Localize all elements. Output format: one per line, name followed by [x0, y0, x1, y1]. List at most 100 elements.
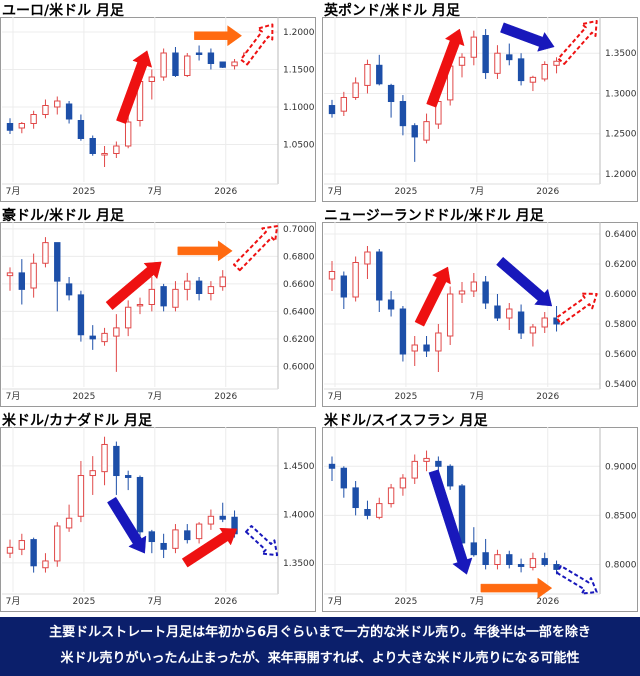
y-tick-label: 0.6600 [283, 280, 315, 290]
candle-up [30, 114, 37, 124]
candle-down [148, 531, 156, 543]
candle-up [54, 525, 61, 562]
candle-down [328, 105, 336, 115]
candle-up [446, 293, 454, 337]
candle-up [541, 317, 548, 328]
x-tick-label: 2025 [72, 187, 95, 197]
candle-up [399, 477, 407, 489]
candlestick-chart: 1.2000 1.1500 1.1000 1.0500 7月 2025 7月 2026 [0, 17, 316, 202]
chart-title-eurusd: ユーロ/米ドル 月足 [2, 3, 124, 19]
candle-down [435, 460, 442, 467]
chart-title-usdchf: 米ドル/スイスフラン 月足 [324, 413, 488, 429]
y-tick-label: 0.6400 [283, 307, 315, 317]
y-tick-label: 0.6200 [283, 335, 315, 345]
chart-frame [0, 222, 316, 407]
candle-down [506, 54, 513, 61]
x-tick-label: 2026 [214, 187, 237, 197]
candle-up [506, 308, 513, 319]
y-tick-label: 1.1000 [283, 103, 315, 113]
y-tick-label: 1.2500 [605, 130, 637, 140]
chart-panel-usdchf: 米ドル/スイスフラン 月足 0.9000 0.8500 0.8000 7月 2025 7月… [322, 410, 638, 612]
y-tick-label: 1.3000 [605, 89, 637, 99]
candle-up [376, 503, 383, 518]
chart-panel-eurusd: ユーロ/米ドル 月足 1.2000 1.1500 1.1000 1.0500 7月 202… [0, 0, 316, 202]
candle-up [113, 145, 120, 154]
chart-title-usdcad: 米ドル/カナダドル 月足 [2, 413, 152, 429]
candle-up [494, 554, 501, 566]
chart-plot-eurusd: 1.2000 1.1500 1.1000 1.0500 7月 2025 7月 2026 [0, 17, 316, 202]
chart-plot-audusd: 0.7000 0.6800 0.6600 0.6400 0.6200 0.6000 7月 20… [0, 222, 316, 407]
candle-down [89, 138, 96, 154]
candle-up [411, 344, 418, 352]
candle-down [195, 280, 203, 294]
candlestick-chart: 0.7000 0.6800 0.6600 0.6400 0.6200 0.6000 7月 20… [0, 222, 316, 407]
chart-panel-nzdusd: ニュージーランドドル/米ドル 月足 0.6400 0.6200 0.6000 0.58… [322, 205, 638, 407]
candle-down [340, 275, 348, 298]
x-tick-label: 7月 [469, 391, 484, 402]
x-tick-label: 7月 [147, 186, 162, 197]
y-tick-label: 0.6000 [605, 290, 637, 300]
candle-up [207, 286, 215, 294]
forecast-arrow-dashed [555, 292, 598, 326]
summary-line-2: 米ドル売りがいったん止まったが、来年再開すれば、より大きな米ドル売りになる可能性 [60, 651, 580, 666]
chart-panel-gbpusd: 英ポンド/米ドル 月足 1.3500 1.3000 1.2500 1.2000 7月 20… [322, 0, 638, 202]
forecast-arrow-dashed [557, 20, 598, 65]
y-tick-label: 0.9000 [605, 462, 637, 472]
y-tick-label: 1.2000 [605, 170, 637, 180]
candle-down [6, 123, 14, 131]
candle-up [364, 251, 371, 265]
chart-frame [322, 17, 638, 202]
chart-plot-gbpusd: 1.3500 1.3000 1.2500 1.2000 7月 2025 7月 2026 [322, 17, 638, 202]
candle-up [18, 123, 26, 129]
candle-down [113, 445, 120, 477]
chart-title-nzdusd: ニュージーランドドル/米ドル 月足 [324, 208, 544, 224]
candle-up [387, 487, 395, 505]
y-tick-label: 0.6400 [605, 230, 637, 240]
candle-down [328, 463, 336, 469]
candle-down [446, 465, 454, 487]
trend-arrow [177, 240, 233, 262]
candle-up [101, 153, 108, 156]
candle-up [18, 540, 26, 550]
candlestick-chart: 0.9000 0.8500 0.8000 7月 2025 7月 2026 [322, 427, 638, 612]
y-tick-label: 0.8000 [605, 561, 637, 571]
candle-up [148, 76, 156, 82]
x-tick-label: 7月 [6, 596, 21, 607]
candle-down [411, 125, 418, 138]
y-tick-label: 1.3500 [283, 559, 315, 569]
candle-up [124, 121, 132, 147]
candle-up [435, 332, 442, 352]
candle-up [184, 55, 191, 76]
y-tick-label: 1.1500 [283, 66, 315, 76]
x-tick-label: 2026 [536, 392, 559, 402]
candle-up [458, 56, 466, 66]
candle-up [219, 276, 226, 288]
candle-up [207, 515, 215, 525]
candle-up [184, 280, 191, 290]
y-tick-label: 0.7000 [283, 225, 315, 235]
candle-down [387, 84, 395, 103]
candle-down [470, 542, 478, 556]
candle-down [494, 305, 501, 319]
candle-up [65, 517, 73, 529]
trend-arrow [500, 22, 555, 52]
chart-title-audusd: 豪ドル/米ドル 月足 [2, 208, 124, 224]
candle-up [42, 560, 49, 569]
x-tick-label: 7月 [328, 596, 343, 607]
candle-down [195, 52, 203, 55]
candle-up [172, 529, 179, 549]
x-tick-label: 2025 [394, 187, 417, 197]
x-tick-label: 2026 [214, 392, 237, 402]
candle-down [506, 554, 513, 566]
candle-up [6, 546, 14, 554]
y-tick-label: 0.5400 [605, 380, 637, 390]
candle-down [387, 299, 395, 310]
y-tick-label: 1.4000 [283, 510, 315, 520]
chart-panel-audusd: 豪ドル/米ドル 月足 0.7000 0.6800 0.6600 0.6400 0.620… [0, 205, 316, 407]
candle-up [172, 288, 179, 308]
y-tick-label: 0.5600 [605, 350, 637, 360]
chart-frame [0, 427, 316, 612]
candle-down [30, 539, 37, 567]
candle-down [184, 530, 191, 541]
y-tick-label: 0.8500 [605, 511, 637, 521]
